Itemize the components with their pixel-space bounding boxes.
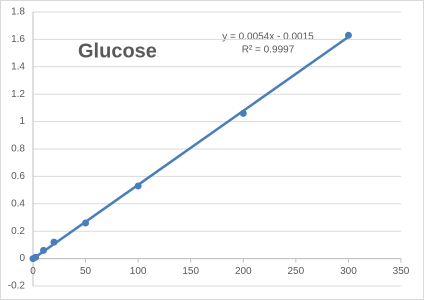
data-point <box>32 253 40 261</box>
x-tick-label: 200 <box>235 266 252 277</box>
trendline-equation: y = 0.0054x - 0.0015 <box>222 32 314 43</box>
x-tick-label: 150 <box>182 266 199 277</box>
y-tick-label: 1 <box>19 116 25 127</box>
y-tick-label: 1.4 <box>11 61 25 72</box>
trendline-r2: R² = 0.9997 <box>242 45 295 56</box>
y-tick-label: 0.4 <box>11 198 25 209</box>
y-tick-label: 0 <box>19 253 25 264</box>
data-point <box>40 246 48 254</box>
y-tick-label: -0.2 <box>8 281 26 292</box>
x-tick-label: 250 <box>288 266 305 277</box>
x-tick-label: 50 <box>80 266 92 277</box>
x-tick-label: 0 <box>30 266 36 277</box>
x-tick-label: 300 <box>340 266 357 277</box>
data-point <box>82 219 90 227</box>
y-tick-label: 1.2 <box>11 89 25 100</box>
data-point <box>134 182 142 190</box>
data-point <box>344 31 352 39</box>
y-tick-label: 0.2 <box>11 226 25 237</box>
y-tick-label: 0.6 <box>11 171 25 182</box>
x-tick-label: 100 <box>130 266 147 277</box>
data-point <box>239 109 247 117</box>
chart-title: Glucose <box>78 40 157 62</box>
y-tick-label: 1.8 <box>11 7 25 18</box>
x-tick-label: 350 <box>393 266 410 277</box>
data-point <box>50 238 58 246</box>
y-tick-label: 1.6 <box>11 34 25 45</box>
y-tick-label: 0.8 <box>11 144 25 155</box>
